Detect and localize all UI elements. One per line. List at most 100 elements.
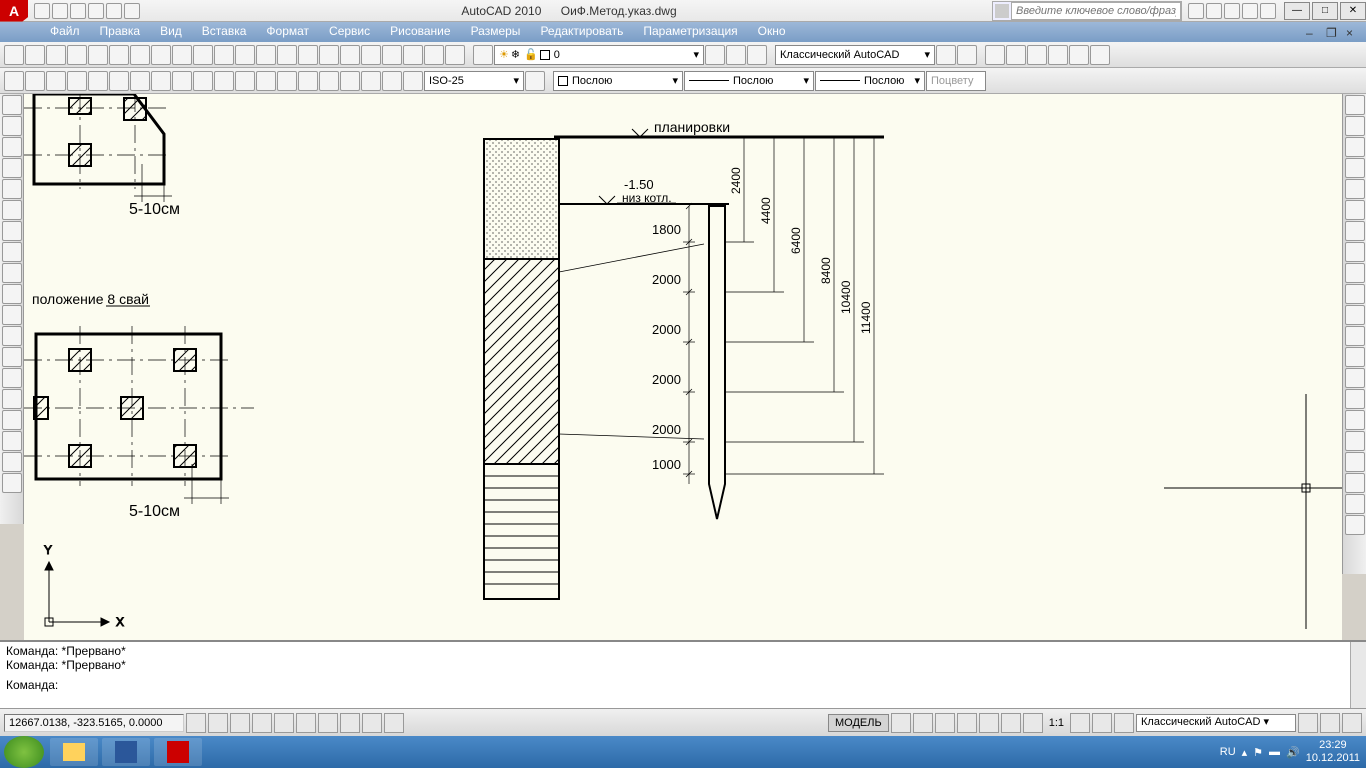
menu-file[interactable]: Файл	[40, 22, 90, 42]
vp1-icon[interactable]	[985, 45, 1005, 65]
dim-ordinate-icon[interactable]	[67, 71, 87, 91]
zoom-prev-icon[interactable]	[319, 45, 339, 65]
vp4-icon[interactable]	[1048, 45, 1068, 65]
dim-continue-icon[interactable]	[214, 71, 234, 91]
layer-prev-icon[interactable]	[705, 45, 725, 65]
tray-volume-icon[interactable]: 🔊	[1286, 746, 1300, 759]
search-input[interactable]	[1011, 2, 1181, 20]
dim-aligned-icon[interactable]	[25, 71, 45, 91]
minimize-button[interactable]: —	[1284, 2, 1310, 20]
offset-icon[interactable]	[1345, 158, 1365, 178]
ellipse-icon[interactable]	[2, 284, 22, 304]
copy-obj-icon[interactable]	[1345, 116, 1365, 136]
vp6-icon[interactable]	[1090, 45, 1110, 65]
vp3-icon[interactable]	[1027, 45, 1047, 65]
sb-zoom-icon[interactable]	[957, 713, 977, 733]
xline-icon[interactable]	[2, 116, 22, 136]
inspect-icon[interactable]	[319, 71, 339, 91]
qat-new-icon[interactable]	[34, 3, 50, 19]
dimstyle-dropdown[interactable]: ISO-25▾	[424, 71, 524, 91]
tray-flag-icon[interactable]: ⚑	[1253, 746, 1263, 759]
ws-save-icon[interactable]	[957, 45, 977, 65]
block-icon[interactable]	[2, 347, 22, 367]
sb-pan-icon[interactable]	[935, 713, 955, 733]
lock-ui-icon[interactable]	[1298, 713, 1318, 733]
mod-a-icon[interactable]	[1345, 473, 1365, 493]
key-icon[interactable]	[1206, 3, 1222, 19]
coords-display[interactable]: 12667.0138, -323.5165, 0.0000	[4, 714, 184, 732]
erase-icon[interactable]	[1345, 95, 1365, 115]
publish-icon[interactable]	[109, 45, 129, 65]
designcenter-icon[interactable]	[361, 45, 381, 65]
menu-format[interactable]: Формат	[256, 22, 319, 42]
zoom-icon[interactable]	[277, 45, 297, 65]
dim-baseline-icon[interactable]	[193, 71, 213, 91]
color-dropdown[interactable]: Послою▾	[553, 71, 683, 91]
qat-save-icon[interactable]	[70, 3, 86, 19]
trim-icon[interactable]	[1345, 284, 1365, 304]
match-icon[interactable]	[193, 45, 213, 65]
menu-tools[interactable]: Сервис	[319, 22, 380, 42]
exchange-icon[interactable]	[1224, 3, 1240, 19]
help-icon[interactable]	[1260, 3, 1276, 19]
mdi-restore-button[interactable]: ❐	[1316, 24, 1336, 40]
mirror-icon[interactable]	[1345, 137, 1365, 157]
dim-radius-icon[interactable]	[88, 71, 108, 91]
dim-edit-icon[interactable]	[361, 71, 381, 91]
binoculars-icon[interactable]	[1188, 3, 1204, 19]
qat-redo-icon[interactable]	[106, 3, 122, 19]
new-icon[interactable]	[4, 45, 24, 65]
drawing-area[interactable]: 5-10см положение 8 свай 5-10см X Y плани…	[24, 94, 1342, 640]
menu-view[interactable]: Вид	[150, 22, 192, 42]
dim-angular-icon[interactable]	[151, 71, 171, 91]
qat-print-icon[interactable]	[124, 3, 140, 19]
plotstyle-dropdown[interactable]: Поцвету	[926, 71, 986, 91]
undo-icon[interactable]	[214, 45, 234, 65]
snap-toggle[interactable]	[186, 713, 206, 733]
zoom-window-icon[interactable]	[298, 45, 318, 65]
dim-linear-icon[interactable]	[4, 71, 24, 91]
menu-dimension[interactable]: Размеры	[461, 22, 531, 42]
infocenter-arrow-icon[interactable]	[995, 4, 1009, 18]
preview-icon[interactable]	[88, 45, 108, 65]
arc-icon[interactable]	[2, 200, 22, 220]
lwt-toggle[interactable]	[362, 713, 382, 733]
qp-toggle[interactable]	[384, 713, 404, 733]
extend-icon[interactable]	[1345, 305, 1365, 325]
menu-window[interactable]: Окно	[748, 22, 796, 42]
favorite-icon[interactable]	[1242, 3, 1258, 19]
explode-icon[interactable]	[1345, 431, 1365, 451]
hatch-icon[interactable]	[2, 389, 22, 409]
hardware-accel-icon[interactable]	[1320, 713, 1340, 733]
calc-icon[interactable]	[445, 45, 465, 65]
menu-insert[interactable]: Вставка	[192, 22, 257, 42]
circle-icon[interactable]	[2, 221, 22, 241]
menu-edit[interactable]: Правка	[90, 22, 151, 42]
dim-diameter-icon[interactable]	[130, 71, 150, 91]
task-word[interactable]	[102, 738, 150, 766]
ducs-toggle[interactable]	[318, 713, 338, 733]
mdi-min-button[interactable]: –	[1296, 24, 1316, 40]
spline-icon[interactable]	[2, 263, 22, 283]
save-icon[interactable]	[46, 45, 66, 65]
print-icon[interactable]	[67, 45, 87, 65]
command-window[interactable]: Команда: *Прервано* Команда: *Прервано* …	[0, 640, 1366, 708]
revcloud-icon[interactable]	[2, 242, 22, 262]
dimstyle-mgr-icon[interactable]	[525, 71, 545, 91]
gradient-icon[interactable]	[2, 410, 22, 430]
app-logo[interactable]: A	[0, 0, 28, 22]
workspace-dropdown[interactable]: Классический AutoCAD▾	[775, 45, 935, 65]
draworder-icon[interactable]	[1345, 452, 1365, 472]
cmd-prompt[interactable]: Команда:	[6, 678, 1360, 692]
dim-tedit-icon[interactable]	[382, 71, 402, 91]
region-icon[interactable]	[2, 431, 22, 451]
point-icon[interactable]	[2, 368, 22, 388]
fillet-icon[interactable]	[1345, 410, 1365, 430]
layer-state-icon[interactable]	[726, 45, 746, 65]
redo-icon[interactable]	[235, 45, 255, 65]
dim-update-icon[interactable]	[403, 71, 423, 91]
ws-switch-icon[interactable]	[1114, 713, 1134, 733]
otrack-toggle[interactable]	[296, 713, 316, 733]
cut-icon[interactable]	[130, 45, 150, 65]
dim-jog-icon[interactable]	[340, 71, 360, 91]
